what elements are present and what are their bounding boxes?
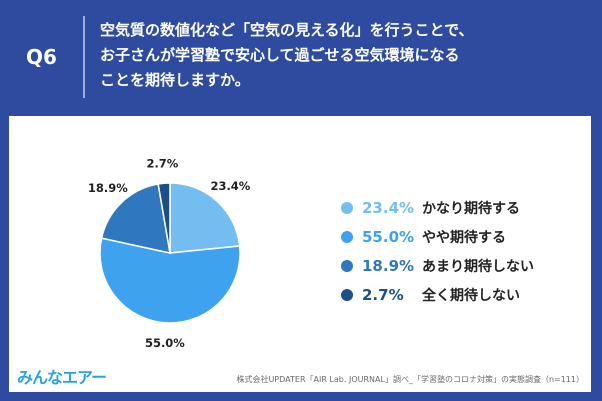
legend-label-4: 全く期待しない	[422, 288, 520, 304]
question-number: Q6	[26, 45, 57, 69]
pie-chart: 23.4% 55.0% 18.9% 2.7%	[88, 156, 251, 350]
pie-data-label-1: 23.4%	[210, 179, 250, 193]
legend-pct-3: 18.9%	[362, 257, 415, 275]
legend-item-1: 23.4% かなり期待する	[341, 194, 581, 222]
legend-pct-4: 2.7%	[362, 286, 404, 304]
legend-label-1: かなり期待する	[422, 201, 520, 217]
source-note: 株式会社UPDATER「AIR Lab. JOURNAL」調べ_「学習塾のコロナ…	[236, 375, 584, 384]
pie-slice-4	[157, 182, 171, 254]
question-text: 空気質の数値化など「空気の見える化」を行うことで、 お子さんが学習塾で安心して過…	[100, 18, 570, 93]
legend-label-2: やや期待する	[422, 230, 506, 246]
legend-pct-1: 23.4%	[362, 199, 415, 217]
legend-item-2: 55.0% やや期待する	[341, 223, 581, 251]
pie-data-label-4: 2.7%	[146, 156, 178, 170]
legend-dot-4	[341, 289, 353, 301]
legend-dot-1	[341, 202, 353, 214]
legend-dot-3	[341, 260, 353, 272]
pie-data-label-2: 55.0%	[145, 336, 185, 350]
pie-slice-3	[100, 183, 171, 254]
pie-data-label-3: 18.9%	[88, 181, 128, 195]
header-divider	[83, 16, 85, 98]
legend-label-3: あまり期待しない	[422, 259, 534, 275]
legend: 23.4% かなり期待する 55.0% やや期待する 18.9% あまり期待しな…	[341, 194, 581, 310]
legend-dot-2	[341, 231, 353, 243]
legend-item-4: 2.7% 全く期待しない	[341, 281, 581, 309]
legend-item-3: 18.9% あまり期待しない	[341, 252, 581, 280]
question-line-3: ことを期待しますか。	[100, 71, 250, 89]
pie-slice-1	[169, 182, 241, 254]
legend-pct-2: 55.0%	[362, 228, 415, 246]
brand-logo: みんなエアー	[17, 368, 107, 387]
pie-slice-2	[99, 237, 241, 324]
question-line-2: お子さんが学習塾で安心して過ごせる空気環境になる	[100, 46, 460, 64]
chart-card: 23.4% 55.0% 18.9% 2.7% 23.4% かなり期待する 55.0% …	[9, 116, 591, 392]
question-line-1: 空気質の数値化など「空気の見える化」を行うことで、	[100, 21, 474, 39]
